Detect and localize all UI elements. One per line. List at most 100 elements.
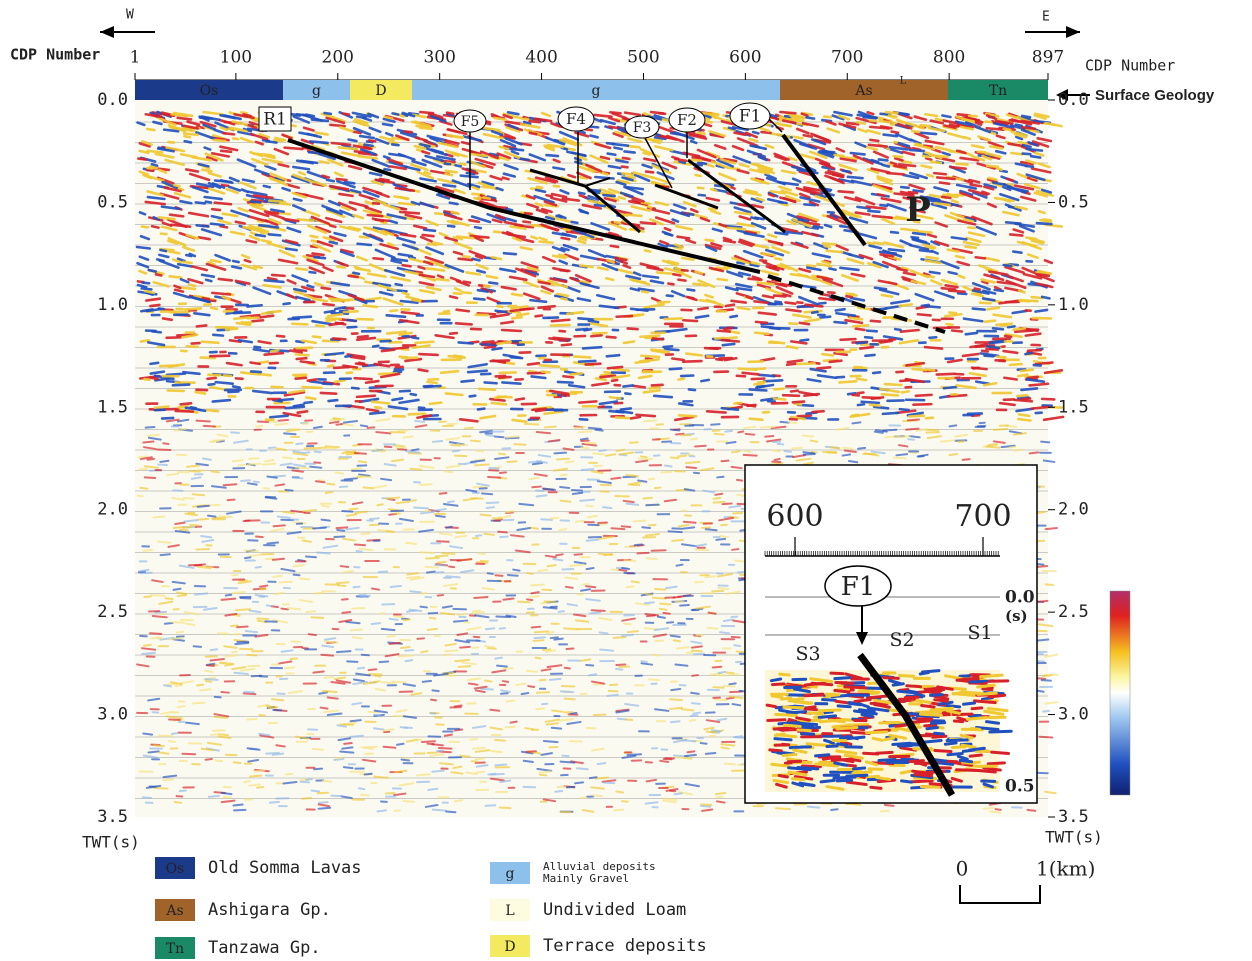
reflection — [180, 530, 188, 531]
reflection — [406, 451, 419, 452]
reflection — [439, 748, 452, 749]
reflection — [313, 672, 324, 673]
reflection — [492, 348, 501, 349]
reflection — [315, 452, 321, 453]
reflection — [985, 321, 995, 322]
reflection — [512, 294, 522, 295]
reflection — [420, 607, 426, 608]
reflection — [701, 743, 707, 744]
reflection — [581, 211, 588, 213]
reflection — [1019, 142, 1027, 144]
reflection — [1010, 447, 1015, 448]
reflection — [507, 436, 519, 437]
reflection — [614, 637, 626, 638]
reflection — [537, 692, 549, 693]
reflection — [695, 582, 703, 583]
reflection — [827, 251, 842, 252]
reflection — [234, 810, 245, 811]
reflection — [203, 567, 213, 568]
reflection — [459, 342, 473, 343]
reflection — [360, 549, 373, 550]
reflection — [201, 536, 211, 537]
reflection — [267, 542, 278, 543]
reflection — [668, 284, 673, 285]
reflection — [500, 472, 506, 473]
reflection — [641, 661, 646, 662]
reflection — [474, 637, 480, 638]
reflection — [874, 407, 888, 409]
reflection — [593, 795, 602, 796]
reflection — [671, 458, 679, 459]
reflection — [670, 708, 682, 709]
reflection — [863, 397, 880, 398]
reflection — [721, 747, 728, 748]
reflection — [317, 553, 330, 554]
reflection — [306, 557, 316, 558]
reflection — [460, 647, 470, 648]
reflection — [204, 426, 215, 427]
reflection — [558, 382, 573, 383]
reflection — [417, 638, 424, 639]
reflection — [672, 359, 683, 360]
reflection — [625, 151, 635, 152]
reflection — [858, 404, 864, 405]
reflection — [624, 341, 634, 342]
reflection — [250, 204, 262, 205]
reflection — [233, 261, 238, 262]
reflection — [530, 133, 536, 134]
reflection — [475, 464, 489, 465]
reflection — [823, 243, 836, 244]
reflection — [267, 605, 272, 606]
reflection — [221, 151, 231, 152]
reflection — [531, 528, 538, 529]
reflection — [830, 361, 842, 362]
reflection — [237, 323, 250, 325]
reflection — [407, 610, 417, 611]
reflection — [540, 242, 553, 243]
reflection — [164, 776, 177, 777]
reflection — [670, 368, 681, 369]
reflection — [698, 188, 703, 189]
reflection — [532, 376, 546, 378]
reflection — [925, 276, 934, 277]
reflection — [147, 151, 162, 153]
reflection — [161, 234, 167, 235]
reflection — [314, 769, 322, 770]
reflection — [701, 806, 710, 807]
reflection — [342, 599, 348, 600]
reflection — [281, 609, 287, 610]
reflection — [625, 546, 636, 547]
reflection — [294, 199, 302, 201]
reflection — [237, 627, 247, 628]
reflection — [500, 372, 516, 373]
reflection — [219, 734, 228, 735]
reflection — [589, 428, 601, 429]
reflection — [423, 681, 431, 682]
reflection — [247, 719, 257, 720]
reflection — [1042, 399, 1054, 400]
reflection — [870, 140, 878, 141]
reflection — [184, 498, 194, 499]
reflection — [555, 453, 567, 454]
reflection — [155, 407, 169, 408]
reflection — [192, 477, 201, 478]
reflection — [661, 472, 671, 473]
reflection — [552, 711, 562, 712]
reflection — [503, 178, 509, 180]
reflection — [679, 415, 696, 416]
reflection — [248, 483, 257, 484]
reflection — [895, 329, 900, 330]
reflection — [1038, 678, 1045, 679]
reflection — [312, 120, 328, 121]
reflection — [345, 478, 357, 479]
reflection — [473, 611, 480, 612]
reflection — [552, 320, 569, 321]
reflection — [298, 411, 308, 412]
reflection — [456, 323, 472, 324]
reflection — [293, 317, 311, 318]
reflection — [485, 346, 495, 347]
reflection — [254, 770, 264, 771]
reflection — [479, 553, 485, 554]
reflection — [758, 170, 771, 172]
reflection — [478, 409, 484, 410]
